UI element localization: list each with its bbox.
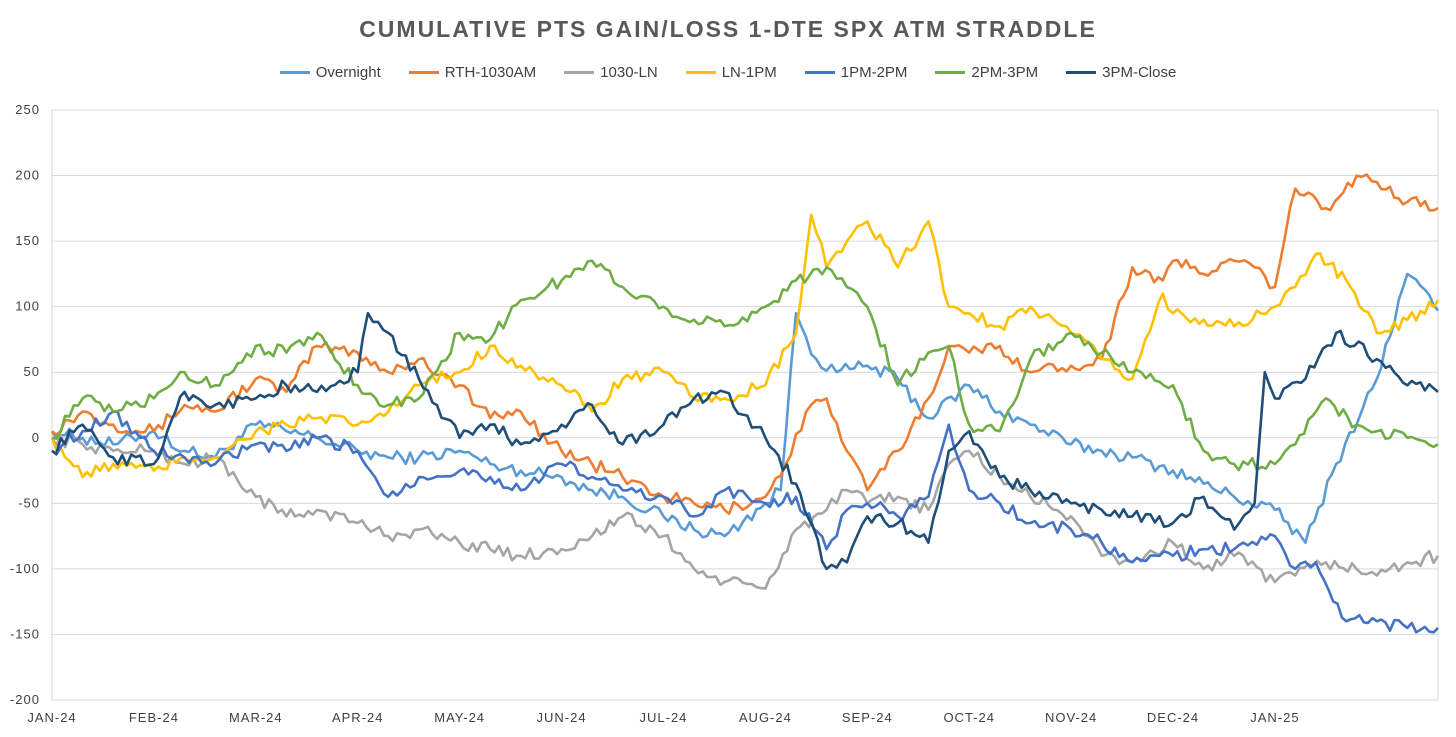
legend-label: Overnight	[315, 64, 381, 81]
y-tick-label: -150	[10, 626, 40, 641]
series-line-overnight	[50, 272, 1440, 545]
legend-item: LN-1PM	[685, 64, 777, 81]
y-tick-label: 0	[32, 430, 40, 445]
legend-swatch	[804, 71, 835, 74]
x-tick-label: DEC-24	[1147, 710, 1199, 725]
legend-label: RTH-1030AM	[444, 64, 537, 81]
legend-item: RTH-1030AM	[408, 64, 537, 81]
legend-item: 1030-LN	[564, 64, 658, 81]
legend-item: Overnight	[279, 64, 381, 81]
legend-label: 1030-LN	[600, 64, 658, 81]
chart-legend: Overnight RTH-1030AM 1030-LN LN-1PM 1PM-2PM 2…	[0, 64, 1456, 81]
x-tick-label: APR-24	[332, 710, 384, 725]
y-tick-label: 50	[24, 364, 40, 379]
x-tick-label: JUL-24	[640, 710, 688, 725]
x-tick-label: SEP-24	[842, 710, 893, 725]
series-line-3pm-close	[51, 311, 1439, 571]
legend-label: LN-1PM	[721, 64, 777, 81]
legend-swatch	[685, 71, 716, 74]
plot-area	[51, 109, 1439, 701]
legend-swatch	[1066, 71, 1097, 74]
series-line-2pm-3pm	[51, 259, 1439, 472]
series-line-1pm-2pm	[51, 410, 1439, 634]
legend-swatch	[564, 71, 595, 74]
series-line-1030-ln	[50, 433, 1440, 590]
legend-swatch	[279, 71, 310, 74]
y-tick-label: -50	[18, 495, 40, 510]
series-line-ln-1pm	[50, 213, 1440, 479]
legend-item: 1PM-2PM	[804, 64, 908, 81]
y-tick-label: 150	[15, 233, 40, 248]
x-tick-label: NOV-24	[1045, 710, 1097, 725]
y-tick-label: -200	[10, 692, 40, 707]
x-tick-label: JAN-25	[1250, 710, 1299, 725]
y-tick-label: 100	[15, 299, 40, 314]
legend-label: 3PM-Close	[1102, 64, 1177, 81]
legend-swatch	[935, 71, 966, 74]
x-tick-label: JAN-24	[27, 710, 76, 725]
x-tick-label: FEB-24	[129, 710, 179, 725]
x-tick-label: MAR-24	[229, 710, 283, 725]
x-tick-label: JUN-24	[537, 710, 587, 725]
x-tick-label: AUG-24	[739, 710, 792, 725]
y-tick-label: -100	[10, 561, 40, 576]
y-tick-label: 250	[15, 102, 40, 117]
x-tick-label: MAY-24	[434, 710, 485, 725]
legend-item: 3PM-Close	[1066, 64, 1176, 81]
y-tick-label: 200	[15, 168, 40, 183]
x-tick-label: OCT-24	[943, 710, 995, 725]
legend-label: 2PM-3PM	[971, 64, 1039, 81]
legend-label: 1PM-2PM	[840, 64, 908, 81]
chart-title: CUMULATIVE PTS GAIN/LOSS 1-DTE SPX ATM S…	[359, 16, 1097, 42]
legend-swatch	[408, 71, 439, 74]
legend-item: 2PM-3PM	[935, 64, 1038, 81]
